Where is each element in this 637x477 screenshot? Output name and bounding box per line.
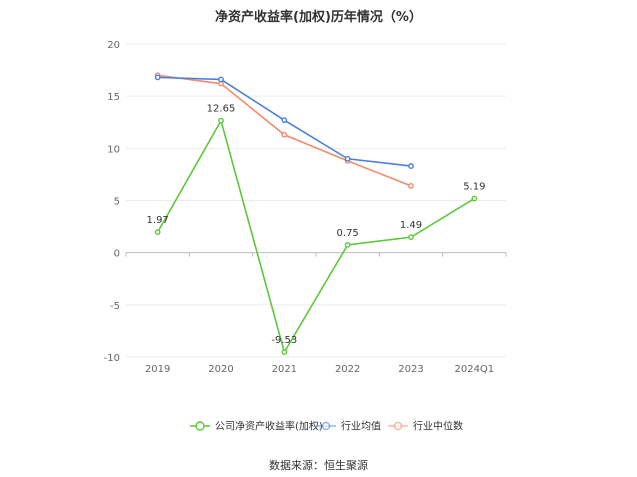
series-line bbox=[156, 118, 475, 355]
y-tick-label: -5 bbox=[110, 301, 120, 312]
x-tick-label: 2021 bbox=[272, 364, 297, 375]
legend-marker bbox=[195, 421, 205, 431]
legend-label: 公司净资产收益率(加权) bbox=[215, 420, 323, 433]
data-label: 5.19 bbox=[463, 182, 485, 193]
data-label: 1.49 bbox=[400, 220, 422, 231]
legend-marker bbox=[393, 421, 403, 431]
x-tick-label: 2020 bbox=[208, 364, 233, 375]
data-point bbox=[154, 229, 161, 236]
x-tick-label: 2022 bbox=[335, 364, 360, 375]
data-point bbox=[408, 182, 414, 189]
data-point bbox=[344, 155, 351, 162]
data-point bbox=[218, 117, 224, 124]
y-tick-label: 20 bbox=[107, 40, 120, 51]
x-tick-label: 2019 bbox=[145, 364, 170, 375]
data-point bbox=[154, 74, 161, 81]
data-label: 12.65 bbox=[207, 104, 236, 115]
data-label: -9.53 bbox=[271, 335, 297, 346]
data-label: 0.75 bbox=[337, 228, 359, 239]
data-point bbox=[471, 195, 478, 202]
data-point bbox=[408, 163, 414, 169]
legend-marker bbox=[321, 421, 331, 431]
data-point bbox=[281, 131, 288, 138]
y-tick-label: -10 bbox=[104, 353, 120, 364]
chart-source: 数据来源：恒生聚源 bbox=[269, 459, 368, 472]
x-tick-label: 2024Q1 bbox=[454, 364, 494, 375]
data-point bbox=[408, 234, 414, 241]
legend-label: 行业均值 bbox=[341, 420, 381, 433]
y-tick-label: 0 bbox=[114, 249, 120, 260]
chart-title: 净资产收益率(加权)历年情况（%） bbox=[215, 10, 422, 25]
y-tick-label: 10 bbox=[107, 144, 120, 155]
y-tick-label: 15 bbox=[107, 92, 120, 103]
legend-label: 行业中位数 bbox=[413, 420, 463, 433]
data-point bbox=[281, 117, 288, 124]
data-point bbox=[218, 76, 224, 83]
data-label: 1.97 bbox=[147, 215, 169, 226]
x-tick-label: 2023 bbox=[398, 364, 423, 375]
data-point bbox=[344, 241, 351, 248]
data-point bbox=[281, 349, 288, 355]
y-tick-label: 5 bbox=[114, 197, 120, 208]
series-line bbox=[157, 74, 412, 187]
